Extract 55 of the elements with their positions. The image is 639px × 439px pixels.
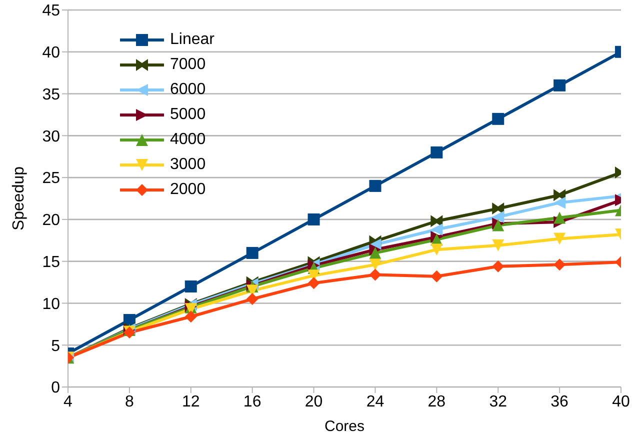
x-tick-label: 40 (612, 393, 630, 410)
point (430, 244, 443, 256)
x-tick-label: 20 (304, 393, 323, 410)
y-tick-label: 30 (42, 128, 60, 146)
y-axis-title: Speedup (10, 166, 28, 231)
point (554, 79, 566, 92)
point (492, 260, 504, 272)
point (369, 180, 382, 192)
y-tick-label: 15 (42, 254, 60, 272)
point (430, 146, 443, 158)
point (246, 293, 258, 306)
x-tick-label: 28 (428, 393, 446, 410)
y-tick-label: 35 (42, 86, 60, 104)
x-tick-label: 32 (489, 393, 508, 410)
point (554, 232, 566, 245)
x-tick-label: 24 (366, 393, 384, 410)
x-axis-title: Cores (324, 418, 365, 435)
point (554, 212, 566, 224)
y-tick-label: 10 (42, 296, 60, 313)
point (184, 310, 197, 323)
point (492, 210, 504, 223)
x-tick-label: 4 (64, 393, 73, 410)
point (492, 202, 504, 215)
point (430, 215, 443, 228)
point (369, 258, 382, 271)
point (430, 270, 443, 282)
x-tick-label: 16 (243, 393, 262, 410)
x-tick-label: 12 (182, 393, 200, 410)
y-tick-label: 20 (42, 212, 60, 230)
point (492, 112, 504, 125)
point (308, 277, 320, 290)
point (430, 224, 443, 236)
y-tick-label: 0 (51, 380, 60, 397)
legend-label: 2000 (170, 180, 206, 198)
point (554, 196, 566, 209)
legend-label: 3000 (170, 156, 206, 174)
point (369, 268, 382, 281)
point (308, 213, 320, 226)
x-tick-label: 8 (124, 393, 134, 410)
x-tick-label: 36 (550, 393, 569, 410)
point (246, 246, 258, 259)
y-tick-label: 40 (42, 44, 60, 62)
legend-label: 7000 (170, 56, 206, 74)
point (369, 246, 382, 259)
legend-label: 6000 (170, 80, 206, 98)
legend-label: 5000 (170, 106, 206, 124)
legend-label: Linear (170, 30, 214, 48)
point (554, 189, 566, 202)
y-tick-label: 25 (42, 170, 60, 188)
y-tick-label: 5 (51, 338, 60, 355)
point (492, 239, 504, 252)
point (184, 280, 197, 292)
legend-label: 4000 (170, 130, 206, 148)
point (554, 258, 566, 271)
y-tick-label: 45 (42, 2, 60, 20)
